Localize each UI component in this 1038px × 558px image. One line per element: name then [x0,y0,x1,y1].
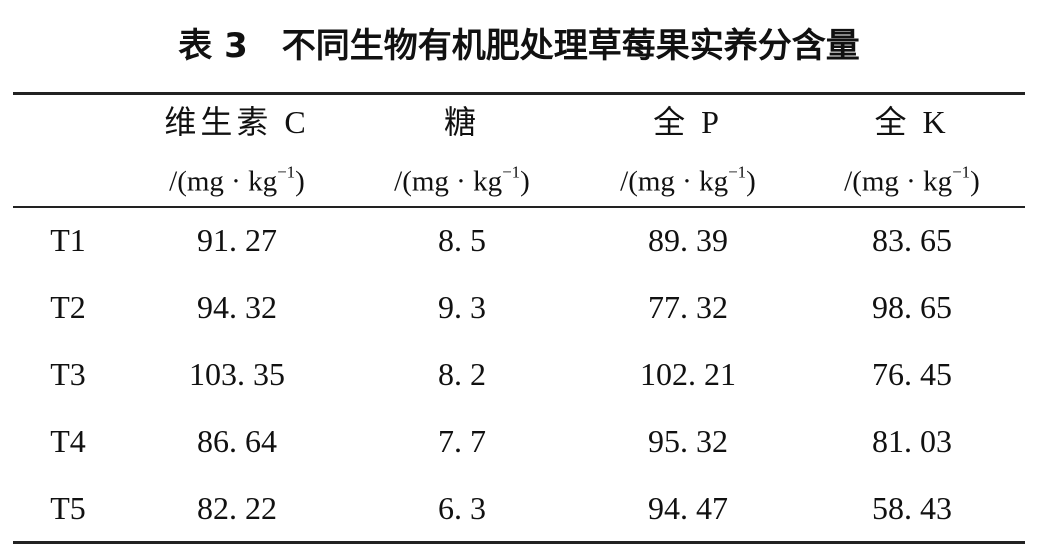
cell: 81. 03 [872,423,952,459]
row-label: T2 [50,289,86,325]
table-title: 表 3 不同生物有机肥处理草莓果实养分含量 [178,26,860,66]
unit-text: ) [970,165,980,198]
unit-text: /(mg · kg [169,165,278,198]
unit-text: ) [746,165,756,198]
cell: 98. 65 [872,289,952,325]
column-header: 全 P [653,104,723,140]
header-rule [13,206,1025,208]
cell: 6. 3 [438,490,486,526]
cell: 76. 45 [872,356,952,392]
row-label: T5 [50,490,86,526]
cell: 8. 5 [438,222,486,258]
cell: 58. 43 [872,490,952,526]
unit-text: ) [295,165,305,198]
cell: 83. 65 [872,222,952,258]
cell: 77. 32 [648,289,728,325]
unit-text: /(mg · kg [620,165,729,198]
unit-exponent: −1 [728,162,747,182]
cell: 89. 39 [648,222,728,258]
unit-exponent: −1 [952,162,971,182]
column-header: 糖 [443,104,481,140]
cell: 94. 32 [197,289,277,325]
cell: 94. 47 [648,490,728,526]
column-unit: /(mg · kg−1) [620,164,756,197]
cell: 102. 21 [640,356,736,392]
column-header: 维生素 C [164,104,310,140]
column-unit: /(mg · kg−1) [394,164,530,197]
unit-text: /(mg · kg [844,165,953,198]
unit-exponent: −1 [502,162,521,182]
column-header: 全 K [874,104,950,140]
unit-exponent: −1 [277,162,296,182]
cell: 7. 7 [438,423,486,459]
row-label: T3 [50,356,86,392]
unit-text: ) [520,165,530,198]
bottom-rule [13,541,1025,544]
column-unit: /(mg · kg−1) [844,164,980,197]
cell: 103. 35 [189,356,285,392]
cell: 8. 2 [438,356,486,392]
top-rule [13,92,1025,95]
cell: 82. 22 [197,490,277,526]
row-label: T1 [50,222,86,258]
cell: 9. 3 [438,289,486,325]
cell: 91. 27 [197,222,277,258]
cell: 95. 32 [648,423,728,459]
column-unit: /(mg · kg−1) [169,164,305,197]
cell: 86. 64 [197,423,277,459]
unit-text: /(mg · kg [394,165,503,198]
row-label: T4 [50,423,86,459]
